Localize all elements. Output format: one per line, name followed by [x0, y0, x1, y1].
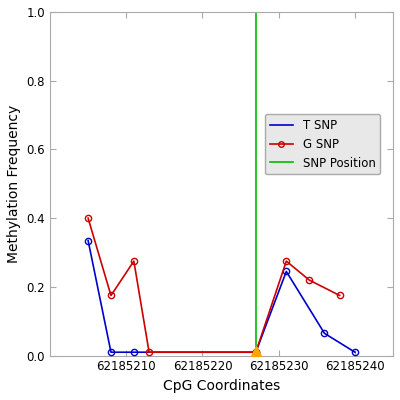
X-axis label: CpG Coordinates: CpG Coordinates — [163, 379, 280, 393]
Legend: T SNP, G SNP, SNP Position: T SNP, G SNP, SNP Position — [265, 114, 380, 174]
Y-axis label: Methylation Frequency: Methylation Frequency — [7, 105, 21, 263]
